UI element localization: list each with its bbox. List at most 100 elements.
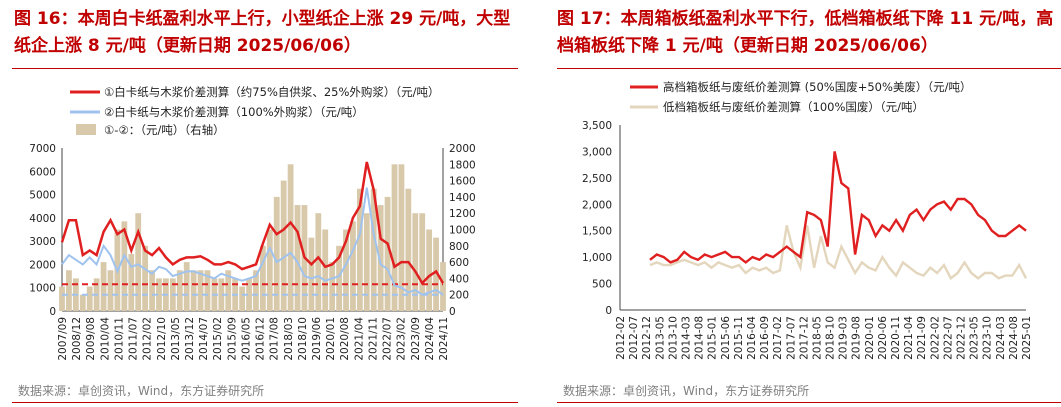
legend-label-3: ①-②：（元/吨）（右轴） bbox=[104, 123, 225, 137]
area-bar bbox=[398, 164, 405, 311]
area-bar bbox=[294, 205, 301, 311]
x-tick-label: 2020/08 bbox=[339, 317, 351, 361]
x-tick-label: 2022-12 bbox=[956, 316, 968, 360]
x-tick-label: 2020-11 bbox=[890, 316, 902, 360]
x-tick-label: 2012-07 bbox=[628, 316, 640, 360]
x-tick-label: 2016-04 bbox=[746, 316, 758, 360]
x-tick-label: 2014-03 bbox=[680, 316, 692, 360]
x-tick-label: 2013-10 bbox=[667, 316, 679, 360]
x-tick-label: 2017-12 bbox=[798, 316, 810, 360]
area-bar bbox=[343, 229, 349, 311]
x-tick-label: 2021-09 bbox=[916, 316, 928, 360]
left-chart-panel: 图 16：本周白卡纸盈利水平上行，小型纸企上涨 29 元/吨，大型纸企上涨 8 … bbox=[0, 0, 518, 407]
area-bar bbox=[190, 270, 197, 311]
left-chart-svg: ①白卡纸与木浆价差测算（约75%自供浆、25%外购浆）（元/吨） ②白卡纸与木浆价… bbox=[29, 85, 476, 361]
left-y-tick: 5000 bbox=[29, 190, 56, 202]
area-bar bbox=[356, 188, 363, 311]
x-tick-label: 2025-01 bbox=[1021, 316, 1033, 360]
area-bar bbox=[59, 286, 65, 311]
right-y-tick: 1800 bbox=[449, 159, 476, 171]
area-bar bbox=[121, 221, 128, 311]
x-tick-label: 2014/07 bbox=[198, 317, 210, 361]
x-tick-label: 2009/08 bbox=[85, 317, 97, 361]
area-bar bbox=[266, 229, 273, 311]
left-bottom-rule bbox=[12, 402, 518, 403]
left-y-tick: 4000 bbox=[29, 213, 56, 225]
x-tick-label: 2013/05 bbox=[170, 317, 182, 361]
area-bar bbox=[183, 262, 190, 311]
left-y-tick: 1000 bbox=[29, 283, 56, 295]
x-tick-label: 2017-07 bbox=[785, 316, 797, 360]
area-bar bbox=[142, 245, 149, 311]
right-y-tick: 400 bbox=[449, 273, 469, 285]
series-line-2 bbox=[61, 187, 444, 296]
x-tick-label: 2018/10 bbox=[297, 317, 309, 361]
x-tick-label: 2014-08 bbox=[694, 316, 706, 360]
left-title-rule bbox=[12, 68, 518, 69]
area-bar bbox=[315, 213, 322, 311]
area-bar bbox=[363, 213, 370, 311]
x-tick-label: 2010/11 bbox=[113, 317, 125, 361]
right-title-rule bbox=[557, 68, 1061, 69]
x-tick-label: 2012/10 bbox=[156, 317, 168, 361]
y-tick: 1,000 bbox=[582, 252, 612, 264]
y-tick: 0 bbox=[605, 305, 612, 317]
x-tick-label: 2016-09 bbox=[759, 316, 771, 360]
x-tick-label: 2008/12 bbox=[71, 317, 83, 361]
area-bar bbox=[287, 164, 294, 311]
right-chart-panel: 图 17：本周箱板纸盈利水平下行，低档箱板纸下降 11 元/吨，高档箱板纸下降 … bbox=[545, 0, 1061, 407]
x-tick-label: 2013-05 bbox=[654, 316, 666, 360]
y-tick: 2,500 bbox=[582, 173, 612, 185]
x-tick-label: 2015-11 bbox=[733, 316, 745, 360]
right-y-tick: 1400 bbox=[449, 192, 476, 204]
area-bar bbox=[218, 278, 225, 311]
x-tick-label: 2018-10 bbox=[825, 316, 837, 360]
right-y-tick: 600 bbox=[449, 257, 469, 269]
right-y-tick: 1600 bbox=[449, 176, 476, 188]
area-bar bbox=[225, 270, 232, 311]
x-tick-label: 2019-03 bbox=[838, 316, 850, 360]
area-bar bbox=[308, 237, 315, 311]
area-bar bbox=[246, 278, 252, 311]
right-y-tick: 200 bbox=[449, 290, 469, 302]
y-tick: 3,500 bbox=[582, 120, 612, 132]
x-tick-label: 2012-12 bbox=[641, 316, 653, 360]
left-y-tick: 6000 bbox=[29, 166, 56, 178]
area-bar bbox=[377, 205, 384, 311]
x-tick-label: 2015/09 bbox=[226, 317, 238, 361]
right-y-tick: 2000 bbox=[449, 143, 476, 155]
area-bar bbox=[176, 270, 183, 311]
left-y-tick: 7000 bbox=[29, 143, 56, 155]
y-tick: 1,500 bbox=[582, 226, 612, 238]
area-bar bbox=[204, 270, 211, 311]
area-bar bbox=[273, 196, 280, 311]
x-tick-label: 2022/07 bbox=[382, 317, 394, 361]
legend-swatch-3 bbox=[76, 124, 96, 135]
x-tick-label: 2019-08 bbox=[851, 316, 863, 360]
area-bar bbox=[100, 262, 107, 311]
left-y-tick: 3000 bbox=[29, 236, 56, 248]
x-tick-label: 2023-10 bbox=[982, 316, 994, 360]
area-bar bbox=[253, 270, 259, 311]
x-tick-label: 2019/06 bbox=[311, 317, 323, 361]
x-tick-label: 2017/08 bbox=[269, 317, 281, 361]
series-line-1 bbox=[60, 161, 445, 286]
x-tick-label: 2024/04 bbox=[424, 317, 436, 361]
legend-label-2: 低档箱板纸与废纸价差测算（100%国废）（元/吨） bbox=[663, 100, 924, 114]
left-source-note: 数据来源：卓创资讯，Wind，东方证券研究所 bbox=[18, 384, 265, 398]
x-tick-label: 2022-07 bbox=[942, 316, 954, 360]
area-bar bbox=[128, 253, 135, 311]
area-bar bbox=[259, 245, 266, 311]
left-chart-title: 图 16：本周白卡纸盈利水平上行，小型纸企上涨 29 元/吨，大型纸企上涨 8 … bbox=[14, 9, 511, 56]
right-chart-title: 图 17：本周箱板纸盈利水平下行，低档箱板纸下降 11 元/吨，高档箱板纸下降 … bbox=[557, 9, 1054, 56]
x-tick-label: 2016/05 bbox=[240, 317, 252, 361]
legend-label-2: ②白卡纸与木浆价差测算（100%外购浆）（元/吨） bbox=[104, 105, 364, 119]
area-bar bbox=[350, 221, 356, 311]
area-bar bbox=[336, 245, 342, 311]
area-bar bbox=[412, 213, 419, 311]
x-tick-label: 2013/12 bbox=[184, 317, 196, 361]
area-bar bbox=[197, 270, 204, 311]
x-tick-label: 2020-01 bbox=[864, 316, 876, 360]
x-tick-label: 2023-05 bbox=[969, 316, 981, 360]
x-tick-label: 2024-08 bbox=[1008, 316, 1020, 360]
